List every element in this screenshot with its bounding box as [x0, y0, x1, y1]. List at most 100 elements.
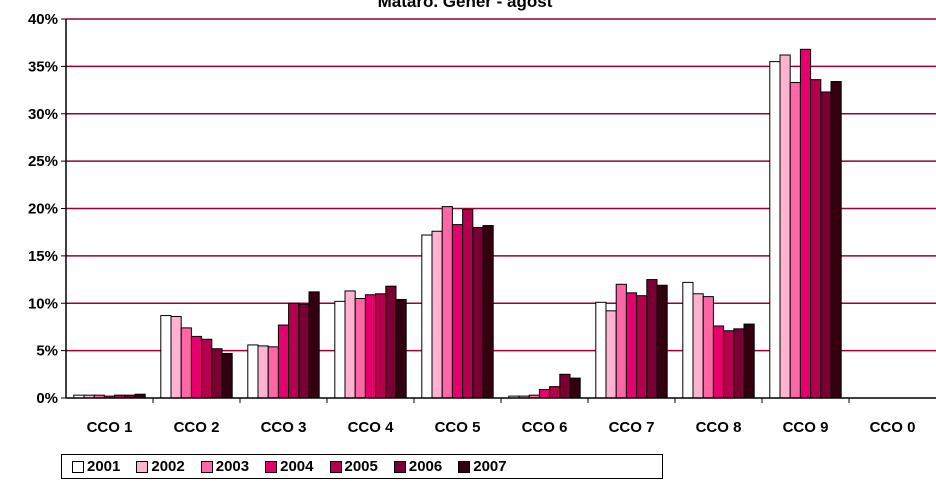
x-tick-label: CCO 3 — [261, 419, 307, 436]
x-tick-label: CCO 2 — [174, 419, 220, 436]
legend-item: 2007 — [458, 458, 507, 475]
bar-2007-cco-4 — [395, 298, 407, 399]
bar-2007-cco-3 — [308, 291, 320, 399]
bar-2007-cco-8 — [743, 323, 755, 399]
bar-2006-cco-5 — [472, 226, 484, 399]
bar-2006-cco-8 — [733, 328, 745, 399]
bar-2005-cco-9 — [810, 79, 822, 399]
x-tick-label: CCO 7 — [609, 419, 655, 436]
x-tick-label: CCO 0 — [870, 419, 916, 436]
bar-2001-cco-2 — [160, 315, 172, 399]
x-tick-label: CCO 9 — [783, 419, 829, 436]
bar-2007-cco-7 — [656, 284, 668, 399]
bar-2001-cco-4 — [334, 300, 346, 399]
bar-2004-cco-9 — [799, 48, 812, 399]
y-tick-label: 10% — [28, 295, 58, 312]
bar-2004-cco-7 — [625, 292, 638, 399]
legend-swatch — [265, 460, 278, 473]
legend: 2001 2002 2003 2004 2005 2006 2007 — [61, 454, 663, 479]
bar-2005-cco-4 — [375, 293, 387, 399]
x-tick-label: CCO 6 — [522, 419, 568, 436]
bar-2006-cco-3 — [298, 303, 310, 399]
y-tick-label: 0% — [36, 390, 58, 407]
y-tick-labels: 0% 5% 10% 15% 20% 25% 30% 35% 40% — [28, 11, 58, 407]
x-tick-label: CCO 4 — [348, 419, 395, 436]
bar-2003-cco-4 — [354, 298, 366, 399]
bar-2006-cco-9 — [820, 91, 832, 399]
bars — [73, 48, 842, 399]
legend-label: 2004 — [280, 458, 314, 475]
bar-2002-cco-8 — [692, 293, 704, 399]
bar-2002-cco-2 — [170, 316, 182, 399]
axes — [61, 18, 936, 403]
bar-2001-cco-3 — [247, 344, 259, 399]
bar-2001-cco-8 — [682, 281, 694, 399]
bar-2001-cco-7 — [595, 301, 607, 399]
bar-2006-cco-2 — [211, 348, 223, 399]
legend-item: 2006 — [393, 458, 443, 475]
bar-2006-cco-6 — [559, 373, 571, 399]
x-tick-label: CCO 1 — [87, 419, 133, 436]
bar-2005-cco-2 — [201, 338, 213, 399]
bar-2006-cco-4 — [385, 285, 397, 399]
bar-2003-cco-7 — [615, 283, 627, 399]
bar-2007-cco-2 — [221, 352, 233, 399]
bar-2004-cco-8 — [712, 325, 725, 399]
bar-2004-cco-6 — [538, 388, 551, 399]
legend-item: 2002 — [136, 458, 185, 475]
legend-label: 2006 — [408, 458, 443, 475]
bar-2004-cco-5 — [451, 224, 464, 399]
bar-2002-cco-9 — [779, 54, 791, 399]
bar-2002-cco-5 — [431, 230, 443, 399]
bar-2003-cco-8 — [702, 296, 714, 399]
bar-2001-cco-9 — [769, 61, 781, 399]
bar-2006-cco-7 — [646, 279, 658, 399]
bar-2002-cco-7 — [605, 310, 617, 399]
y-tick-label: 40% — [28, 11, 58, 28]
bar-2007-cco-6 — [569, 377, 581, 399]
bar-2007-cco-9 — [830, 81, 842, 399]
bar-2004-cco-4 — [364, 294, 377, 399]
y-tick-label: 30% — [28, 106, 58, 123]
y-tick-label: 35% — [28, 58, 58, 75]
legend-swatch — [458, 460, 471, 473]
legend-label: 2001 — [87, 458, 121, 475]
legend-item: 2005 — [329, 458, 378, 475]
x-tick-label: CCO 8 — [696, 419, 742, 436]
bar-2003-cco-5 — [441, 206, 453, 399]
bar-2003-cco-3 — [267, 346, 279, 399]
bar-2003-cco-2 — [180, 327, 192, 399]
legend-label: 2005 — [344, 458, 378, 475]
y-tick-label: 20% — [28, 201, 58, 218]
legend-swatch — [329, 460, 342, 473]
bar-2002-cco-4 — [344, 290, 356, 399]
bar-2003-cco-9 — [789, 81, 801, 399]
y-tick-label: 25% — [28, 153, 58, 170]
chart-title: Mataró. Gener - agost — [378, 0, 553, 11]
legend-item: 2004 — [265, 458, 314, 475]
bar-2005-cco-7 — [636, 295, 648, 399]
bar-2004-cco-3 — [277, 324, 290, 399]
bar-2005-cco-8 — [723, 330, 735, 399]
legend-swatch — [72, 460, 84, 473]
legend-swatch — [200, 460, 213, 473]
bar-2005-cco-6 — [549, 386, 561, 399]
bar-2005-cco-5 — [462, 208, 474, 399]
legend-item: 2001 — [72, 458, 120, 475]
bar-2001-cco-5 — [421, 234, 433, 399]
legend-swatch — [393, 460, 406, 473]
legend-label: 2007 — [473, 458, 507, 475]
y-tick-label: 5% — [36, 343, 58, 360]
bar-2002-cco-3 — [257, 345, 269, 399]
legend-swatch — [136, 460, 149, 473]
x-tick-labels: CCO 1 CCO 2 CCO 3 CCO 4 CCO 5 CCO 6 CCO 7 CCO 8… — [87, 419, 916, 436]
x-tick-label: CCO 5 — [435, 419, 481, 436]
grid-lines — [66, 18, 936, 352]
legend-label: 2002 — [151, 458, 185, 475]
y-tick-label: 15% — [28, 248, 58, 265]
bar-2004-cco-2 — [190, 335, 203, 399]
bar-2007-cco-5 — [482, 225, 494, 399]
legend-item: 2003 — [200, 458, 249, 475]
bar-2005-cco-3 — [288, 302, 300, 399]
